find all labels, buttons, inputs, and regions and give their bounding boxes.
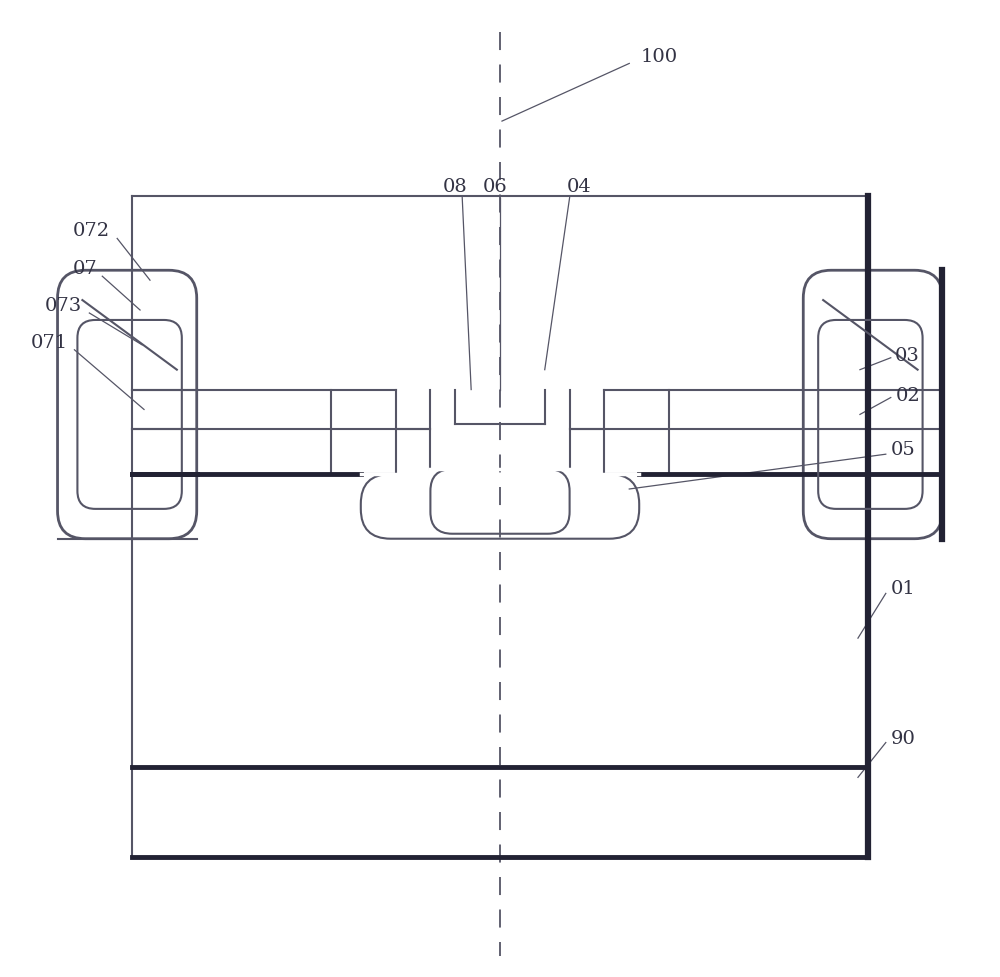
Text: 07: 07 xyxy=(73,260,97,278)
Text: 02: 02 xyxy=(895,386,920,404)
Text: 03: 03 xyxy=(895,347,920,364)
Text: 073: 073 xyxy=(45,297,82,315)
Text: 071: 071 xyxy=(30,333,67,352)
Text: 01: 01 xyxy=(890,579,915,598)
Text: 04: 04 xyxy=(567,178,592,195)
Text: 08: 08 xyxy=(443,178,468,195)
Text: 100: 100 xyxy=(641,49,678,66)
Text: 06: 06 xyxy=(483,178,507,195)
Text: 05: 05 xyxy=(890,441,915,459)
Text: 90: 90 xyxy=(890,729,915,746)
Text: 072: 072 xyxy=(73,222,110,240)
